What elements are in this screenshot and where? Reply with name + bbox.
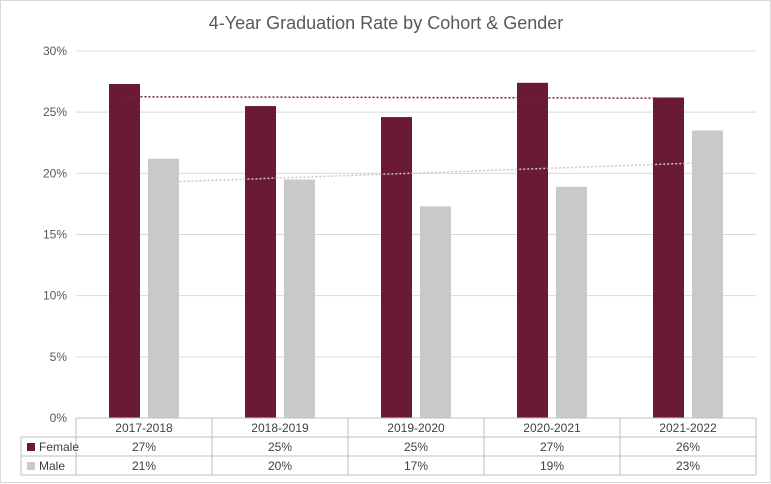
data-table-value: 27% [540, 440, 564, 454]
data-table-value: 27% [132, 440, 156, 454]
legend-label-male: Male [39, 459, 65, 473]
category-label: 2020-2021 [523, 421, 581, 435]
legend-label-female: Female [39, 440, 79, 454]
legend-swatch-female [27, 443, 35, 451]
category-label: 2019-2020 [387, 421, 445, 435]
y-tick-label: 20% [43, 166, 67, 180]
y-tick-label: 10% [43, 289, 67, 303]
data-table-value: 21% [132, 459, 156, 473]
y-tick-label: 25% [43, 105, 67, 119]
data-table-value: 19% [540, 459, 564, 473]
bar-male [148, 158, 179, 419]
category-label: 2017-2018 [115, 421, 173, 435]
bar-male [556, 186, 587, 418]
bar-female [245, 106, 276, 419]
bar-female [653, 97, 684, 418]
bar-female [381, 117, 412, 418]
bars [109, 82, 723, 419]
data-table-value: 17% [404, 459, 428, 473]
bar-female [517, 82, 548, 418]
bar-male [692, 130, 723, 418]
gridlines [76, 50, 756, 358]
trendlines [124, 96, 708, 183]
trendline-male [163, 161, 708, 183]
category-label: 2021-2022 [659, 421, 717, 435]
y-axis-ticks: 0% 5% 10% 15% 20% 25% 30% [43, 44, 67, 425]
data-table-value: 20% [268, 459, 292, 473]
data-table-value: 26% [676, 440, 700, 454]
bar-female [109, 84, 140, 418]
data-table-value: 25% [404, 440, 428, 454]
y-tick-label: 30% [43, 44, 67, 58]
y-tick-label: 5% [50, 350, 68, 364]
bar-male [284, 179, 315, 418]
y-tick-label: 15% [43, 228, 67, 242]
data-table: 2017-2018 2018-2019 2019-2020 2020-2021 2021… [20, 417, 757, 476]
data-table-value: 25% [268, 440, 292, 454]
legend-swatch-male [27, 462, 35, 470]
trendline-female [124, 96, 669, 99]
data-table-value: 23% [676, 459, 700, 473]
bar-male [420, 206, 451, 418]
chart-title: 4-Year Graduation Rate by Cohort & Gende… [209, 13, 564, 33]
y-tick-label: 0% [50, 411, 68, 425]
category-label: 2018-2019 [251, 421, 309, 435]
